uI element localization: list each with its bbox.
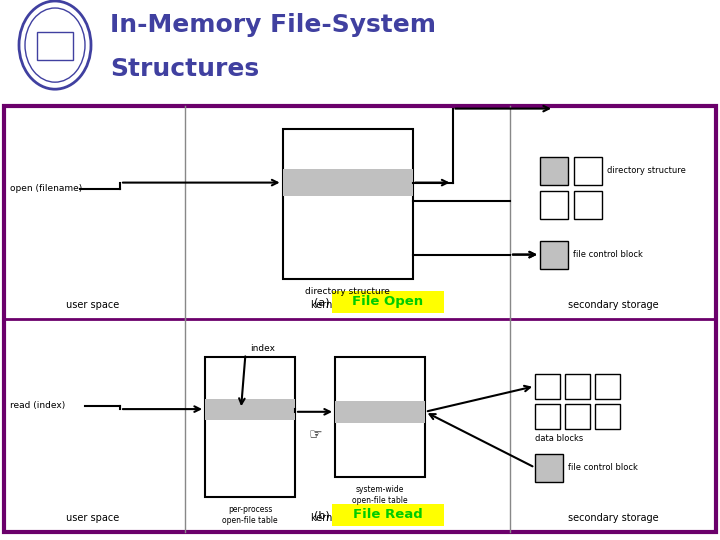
Text: data blocks: data blocks bbox=[535, 434, 583, 443]
Text: file control block: file control block bbox=[573, 250, 643, 259]
Text: In-Memory File-System: In-Memory File-System bbox=[110, 13, 436, 37]
Bar bbox=[535, 454, 563, 482]
Text: file control block: file control block bbox=[568, 463, 638, 472]
Bar bbox=[205, 399, 295, 420]
Text: ☞: ☞ bbox=[308, 427, 322, 442]
Text: Structures: Structures bbox=[110, 57, 259, 81]
Bar bbox=[535, 403, 560, 429]
Text: index: index bbox=[251, 344, 276, 353]
Text: user space: user space bbox=[66, 512, 119, 523]
Ellipse shape bbox=[19, 1, 91, 89]
Bar bbox=[335, 401, 425, 423]
Text: File Read: File Read bbox=[353, 508, 423, 521]
Ellipse shape bbox=[25, 8, 85, 82]
Text: directory structure: directory structure bbox=[607, 166, 686, 175]
Bar bbox=[540, 191, 568, 219]
Text: secondary storage: secondary storage bbox=[567, 512, 658, 523]
Text: secondary storage: secondary storage bbox=[567, 300, 658, 309]
FancyBboxPatch shape bbox=[331, 291, 444, 313]
Text: open (filename): open (filename) bbox=[10, 184, 82, 193]
Text: user space: user space bbox=[66, 300, 119, 309]
Text: kernel memory: kernel memory bbox=[310, 300, 384, 309]
Bar bbox=[574, 191, 602, 219]
Text: kernel memory: kernel memory bbox=[310, 512, 384, 523]
FancyBboxPatch shape bbox=[37, 32, 73, 60]
Text: (b): (b) bbox=[314, 511, 330, 521]
Bar bbox=[205, 356, 295, 497]
Bar bbox=[282, 169, 413, 196]
Text: read (index): read (index) bbox=[10, 401, 66, 410]
Bar bbox=[595, 403, 620, 429]
Text: File Open: File Open bbox=[352, 295, 423, 308]
Text: system-wide
open-file table: system-wide open-file table bbox=[352, 484, 408, 505]
Bar bbox=[335, 356, 425, 477]
Bar bbox=[565, 403, 590, 429]
Bar bbox=[574, 157, 602, 185]
Text: per-process
open-file table: per-process open-file table bbox=[222, 504, 278, 525]
Text: directory structure: directory structure bbox=[305, 287, 390, 295]
Bar bbox=[535, 374, 560, 399]
Bar bbox=[282, 129, 413, 279]
Bar bbox=[565, 374, 590, 399]
Text: (a): (a) bbox=[314, 298, 330, 308]
Bar bbox=[595, 374, 620, 399]
Bar bbox=[540, 241, 568, 268]
FancyBboxPatch shape bbox=[331, 504, 444, 525]
Bar bbox=[540, 157, 568, 185]
